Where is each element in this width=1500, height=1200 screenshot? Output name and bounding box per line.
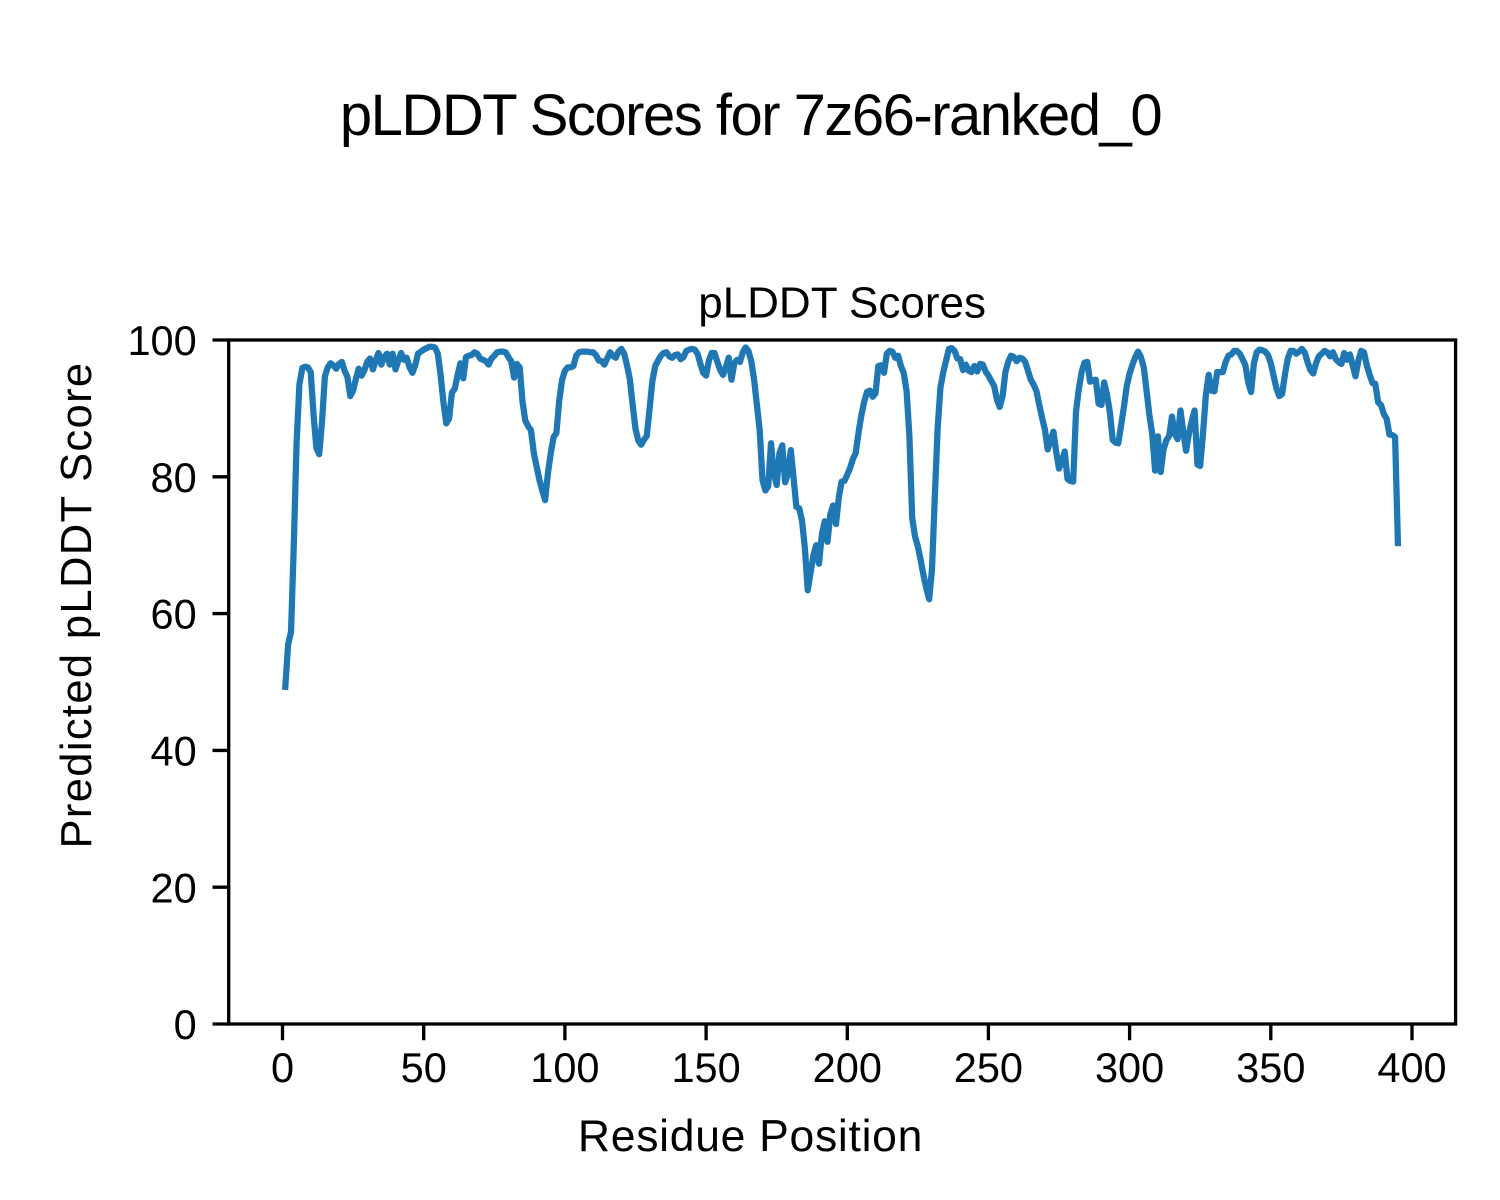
svg-text:350: 350 [1236,1044,1305,1091]
svg-text:400: 400 [1377,1044,1446,1091]
svg-text:100: 100 [127,317,196,364]
svg-text:40: 40 [151,728,197,775]
svg-text:Predicted pLDDT Score: Predicted pLDDT Score [53,362,101,849]
svg-text:pLDDT Scores: pLDDT Scores [698,279,986,328]
svg-text:200: 200 [813,1044,882,1091]
svg-text:100: 100 [530,1044,599,1091]
svg-text:60: 60 [151,591,197,638]
svg-text:250: 250 [954,1044,1023,1091]
svg-text:0: 0 [271,1044,294,1091]
svg-text:0: 0 [174,1001,197,1048]
svg-text:80: 80 [151,454,197,501]
svg-text:Residue Position: Residue Position [578,1112,923,1161]
svg-text:150: 150 [671,1044,740,1091]
svg-text:20: 20 [151,864,197,911]
svg-text:pLDDT Scores for 7z66-ranked_0: pLDDT Scores for 7z66-ranked_0 [340,83,1161,148]
svg-text:50: 50 [401,1044,447,1091]
svg-text:300: 300 [1095,1044,1164,1091]
